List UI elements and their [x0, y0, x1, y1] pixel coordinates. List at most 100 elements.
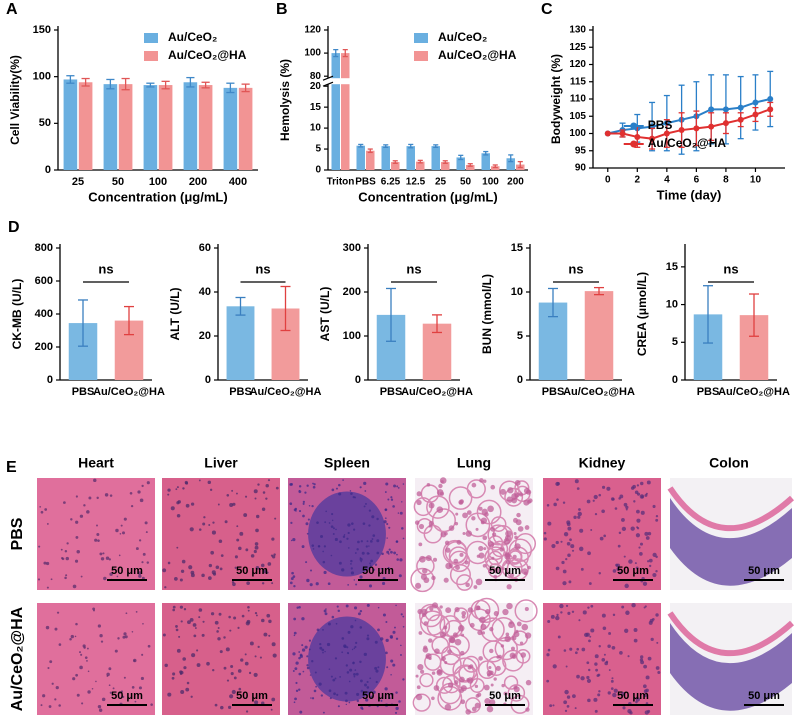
tissue-texture	[253, 489, 258, 494]
x-tick-label: 50	[112, 176, 124, 188]
tissue-texture	[75, 520, 79, 524]
tissue-texture	[359, 557, 362, 559]
x-tick-label: 200	[507, 177, 524, 188]
tissue-texture	[194, 627, 197, 629]
tissue-texture	[350, 571, 355, 575]
y-tick-label: 20	[310, 81, 322, 92]
tissue-texture	[245, 548, 249, 552]
tissue-texture	[639, 542, 644, 546]
scale-bar-label: 50 μm	[748, 565, 780, 577]
tissue-texture	[51, 682, 54, 685]
tissue-texture	[388, 548, 391, 551]
tissue-texture	[467, 677, 474, 684]
tissue-texture	[354, 669, 357, 671]
tissue-texture	[469, 622, 475, 628]
tissue-texture	[506, 496, 513, 503]
tissue-texture	[246, 581, 250, 586]
tissue-texture	[96, 524, 98, 527]
tissue-texture	[301, 644, 304, 647]
tissue-texture	[167, 692, 172, 697]
tissue-texture	[298, 688, 301, 691]
tissue-texture	[392, 505, 395, 508]
tissue-texture	[306, 532, 309, 535]
tissue-texture	[359, 609, 363, 613]
tissue-texture	[590, 628, 595, 633]
tissue-texture	[525, 679, 532, 686]
tissue-texture	[289, 502, 293, 506]
tissue-texture	[621, 605, 625, 609]
tissue-texture	[396, 558, 399, 561]
tissue-texture	[618, 571, 622, 575]
tissue-texture	[122, 635, 126, 639]
tissue-texture	[564, 689, 569, 695]
tissue-texture	[56, 611, 60, 614]
tissue-texture	[646, 480, 651, 485]
tissue-texture	[366, 680, 369, 684]
tissue-texture	[96, 496, 99, 500]
tissue-texture	[366, 552, 370, 555]
tissue-texture	[588, 668, 591, 672]
bar	[381, 146, 390, 170]
tissue-texture	[164, 586, 167, 589]
tissue-texture	[217, 637, 221, 641]
tissue-texture	[586, 499, 591, 504]
tissue-texture	[374, 563, 378, 566]
tissue-texture	[346, 671, 350, 674]
tissue-texture	[648, 558, 653, 563]
tissue-texture	[346, 537, 349, 540]
tissue-texture	[91, 687, 94, 690]
tissue-texture	[295, 661, 299, 665]
tissue-texture	[55, 686, 59, 690]
tissue-texture	[355, 583, 358, 586]
tissue-texture	[214, 620, 219, 625]
tissue-texture	[191, 653, 196, 658]
tissue-texture	[574, 479, 579, 484]
tissue-texture	[621, 518, 625, 522]
tissue-texture	[354, 619, 357, 622]
tissue-texture	[448, 634, 470, 656]
x-tick-label: 6	[694, 175, 700, 186]
tissue-texture	[167, 488, 171, 492]
tissue-texture	[356, 699, 360, 703]
point	[737, 116, 744, 123]
tissue-texture	[337, 609, 341, 613]
tissue-texture	[95, 680, 97, 683]
tissue-texture	[117, 637, 120, 640]
tissue-texture	[69, 638, 72, 641]
tissue-texture	[290, 539, 293, 542]
tissue-texture	[571, 549, 575, 552]
tissue-texture	[237, 626, 240, 629]
legend-label: Au/CeO₂@HA	[168, 48, 247, 62]
tissue-texture	[144, 521, 148, 525]
y-tick-label: 20	[199, 330, 211, 342]
y-tick-label: 105	[569, 111, 586, 122]
tissue-texture	[431, 575, 436, 581]
tissue-texture	[140, 676, 144, 681]
tissue-texture	[45, 561, 50, 566]
tissue-texture	[454, 680, 459, 685]
tissue-texture	[305, 522, 309, 526]
tissue-texture	[170, 506, 175, 511]
tissue-texture	[461, 610, 467, 616]
y-tick-label: 400	[35, 308, 53, 320]
tissue-texture	[607, 644, 611, 648]
tissue-texture	[189, 527, 194, 532]
y-tick-label: 120	[304, 25, 321, 36]
tissue-texture	[635, 697, 641, 702]
tissue-texture	[349, 668, 353, 672]
tissue-texture	[233, 676, 237, 680]
tissue-texture	[569, 538, 572, 542]
tissue-texture	[527, 498, 533, 503]
tissue-texture	[172, 672, 176, 676]
point	[619, 130, 626, 137]
tissue-texture	[301, 545, 305, 549]
tissue-texture	[369, 562, 372, 565]
tissue-texture	[631, 603, 636, 608]
tissue-texture	[563, 649, 567, 652]
tissue-texture	[384, 491, 387, 494]
tissue-texture	[611, 645, 616, 650]
tissue-texture	[562, 501, 566, 504]
tissue-texture	[478, 506, 483, 511]
tissue-texture	[206, 661, 210, 666]
tissue-texture	[239, 531, 244, 536]
